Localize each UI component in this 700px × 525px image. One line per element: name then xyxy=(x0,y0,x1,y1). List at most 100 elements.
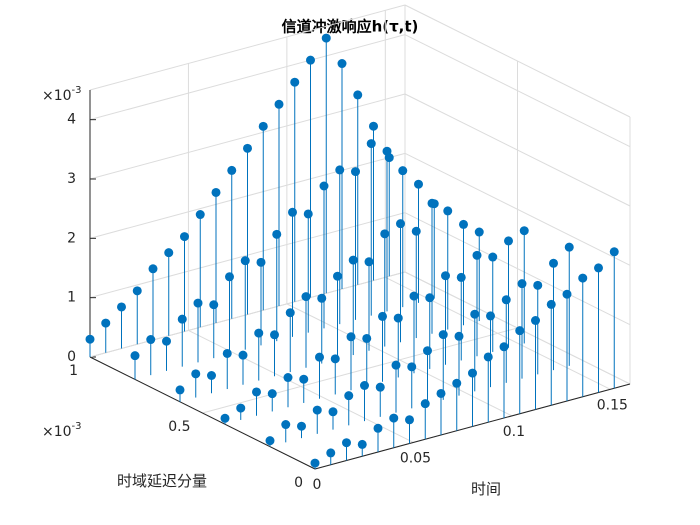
stem-marker xyxy=(162,336,171,346)
stem-marker xyxy=(425,293,435,303)
stem-marker xyxy=(391,360,401,370)
stem-marker xyxy=(362,333,372,343)
z-exponent: ×10-3 xyxy=(42,85,82,104)
stem-marker xyxy=(472,250,482,260)
stem-marker xyxy=(594,263,603,273)
stem-marker xyxy=(256,257,266,267)
stem-marker xyxy=(519,226,529,236)
stem-marker xyxy=(389,413,399,423)
stem-marker xyxy=(393,313,403,323)
stem-marker xyxy=(346,332,356,342)
stem-marker xyxy=(375,382,385,392)
y-axis-label: 时域延迟分量 xyxy=(117,472,207,490)
stem-marker xyxy=(270,330,279,340)
stem-marker xyxy=(474,227,484,237)
y-exponent-power: -3 xyxy=(72,421,82,432)
y-tick-label: 0 xyxy=(294,475,303,491)
stem-marker xyxy=(290,77,300,87)
stem-marker xyxy=(222,348,232,358)
stem-marker xyxy=(312,405,322,415)
stem-marker xyxy=(382,146,392,156)
stem-marker xyxy=(562,289,572,299)
stem-marker xyxy=(564,242,574,252)
stem-marker xyxy=(414,179,423,189)
stem-marker xyxy=(405,415,414,425)
grid-line xyxy=(89,93,406,180)
stem-marker xyxy=(175,385,185,395)
z-exponent-base: ×10 xyxy=(42,88,72,104)
y-tick-label: 1 xyxy=(69,363,78,379)
stem-marker xyxy=(501,295,511,305)
stem-marker xyxy=(274,99,284,109)
stem-marker xyxy=(344,391,354,401)
stem-marker xyxy=(195,210,205,220)
stem-marker xyxy=(499,342,509,352)
stem-marker xyxy=(515,326,525,336)
stem-marker xyxy=(342,438,351,448)
stem-marker xyxy=(252,387,261,397)
x-axis-label: 时间 xyxy=(471,480,501,498)
stem-marker xyxy=(531,316,540,325)
x-tick-label: 0.15 xyxy=(597,397,628,413)
stem-marker xyxy=(267,389,277,399)
stem-marker xyxy=(258,121,268,131)
stem-marker xyxy=(459,219,468,229)
stem-marker xyxy=(373,423,383,433)
stem-marker xyxy=(436,388,446,398)
stem-marker xyxy=(488,252,498,262)
y-exponent: ×10-3 xyxy=(42,421,82,440)
stem-marker xyxy=(227,165,237,175)
stem-marker xyxy=(326,448,336,458)
stem-marker xyxy=(378,311,387,321)
z-exponent-power: -3 xyxy=(72,85,82,96)
stem-marker xyxy=(225,272,234,282)
stem-marker xyxy=(164,248,174,258)
y-axis xyxy=(89,356,316,470)
stem-marker xyxy=(130,351,140,361)
stem-marker xyxy=(101,318,111,328)
stem-marker xyxy=(353,90,363,100)
stem-marker xyxy=(180,232,189,242)
stem-marker xyxy=(504,236,513,246)
stem-marker xyxy=(285,308,295,318)
stem-marker xyxy=(288,207,297,217)
stem-marker xyxy=(441,271,450,281)
stem-marker xyxy=(420,399,430,409)
stem-marker xyxy=(328,407,338,417)
stem-marker xyxy=(409,291,419,301)
stem-marker xyxy=(330,354,340,364)
z-tick-label: 3 xyxy=(67,171,76,187)
stem-marker xyxy=(427,198,437,208)
stem-marker xyxy=(319,181,329,191)
stem-marker xyxy=(369,121,378,131)
stem-marker xyxy=(396,219,405,229)
stem-marker xyxy=(348,255,358,265)
stem-marker xyxy=(335,165,345,175)
stem-marker xyxy=(220,413,230,423)
z-tick-label: 4 xyxy=(67,112,76,128)
stem-marker xyxy=(486,311,495,321)
z-tick-label: 2 xyxy=(67,230,76,246)
stem-marker xyxy=(360,381,369,390)
stem-marker xyxy=(236,403,246,413)
stem-marker xyxy=(265,436,275,446)
stem-marker xyxy=(315,352,324,362)
stem-marker xyxy=(243,143,252,153)
stem-marker xyxy=(132,286,142,296)
stem-marker xyxy=(85,334,95,344)
stem-marker xyxy=(549,258,558,268)
y-exponent-base: ×10 xyxy=(42,424,72,440)
x-tick-label: 0 xyxy=(313,477,322,493)
stem-marker xyxy=(238,350,248,360)
box-edge xyxy=(89,4,406,91)
chart-title: 信道冲激响应h(τ,t) xyxy=(282,18,419,36)
stem-marker xyxy=(366,139,376,149)
x-tick-label: 0.05 xyxy=(400,450,431,466)
stem-marker xyxy=(281,420,291,430)
stem-marker xyxy=(456,272,466,282)
stem-marker xyxy=(211,187,221,197)
stem-marker xyxy=(207,371,216,380)
stem-marker xyxy=(209,300,219,310)
stem-marker xyxy=(193,298,203,308)
